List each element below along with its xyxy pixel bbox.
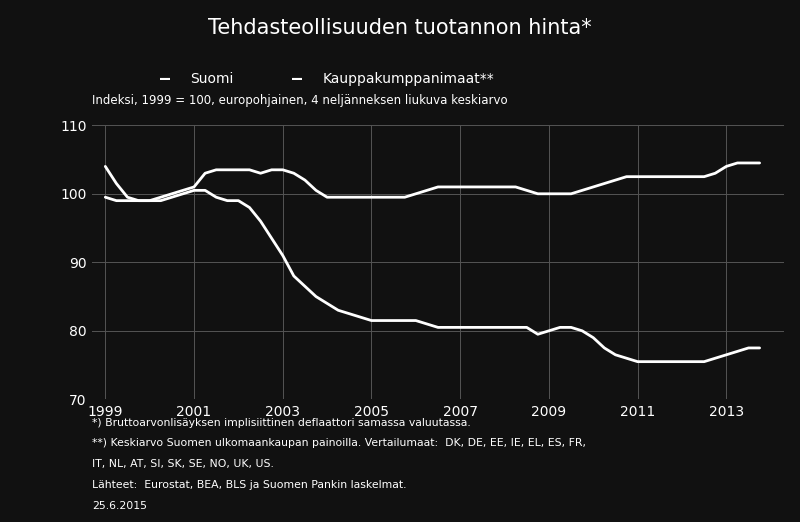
Text: *) Bruttoarvonlisäyksen implisiittinen deflaattori samassa valuutassa.: *) Bruttoarvonlisäyksen implisiittinen d…: [92, 418, 470, 428]
Text: **) Keskiarvo Suomen ulkomaankaupan painoilla. Vertailumaat:  DK, DE, EE, IE, EL: **) Keskiarvo Suomen ulkomaankaupan pain…: [92, 438, 586, 448]
Text: Kauppakumppanimaat**: Kauppakumppanimaat**: [322, 73, 494, 86]
Text: Lähteet:  Eurostat, BEA, BLS ja Suomen Pankin laskelmat.: Lähteet: Eurostat, BEA, BLS ja Suomen Pa…: [92, 480, 406, 490]
Text: —: —: [160, 70, 170, 88]
Text: Suomi: Suomi: [190, 73, 234, 86]
Text: —: —: [292, 70, 302, 88]
Text: Tehdasteollisuuden tuotannon hinta*: Tehdasteollisuuden tuotannon hinta*: [208, 18, 592, 38]
Text: IT, NL, AT, SI, SK, SE, NO, UK, US.: IT, NL, AT, SI, SK, SE, NO, UK, US.: [92, 459, 274, 469]
Text: Indeksi, 1999 = 100, europohjainen, 4 neljänneksen liukuva keskiarvo: Indeksi, 1999 = 100, europohjainen, 4 ne…: [92, 94, 508, 107]
Text: 25.6.2015: 25.6.2015: [92, 501, 147, 511]
